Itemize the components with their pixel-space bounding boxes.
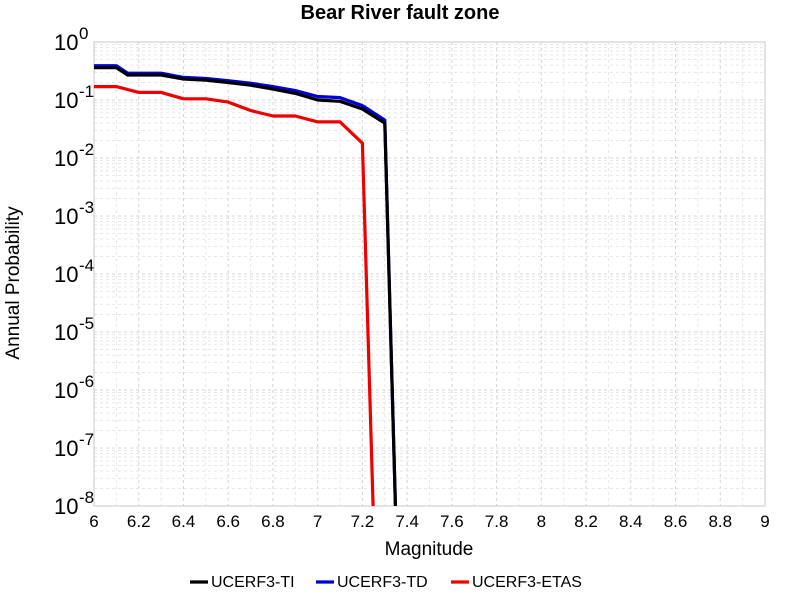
y-tick-label: 10 -7 — [54, 430, 94, 461]
y-tick-base: 10 — [54, 436, 78, 461]
legend-item: UCERF3-ETAS — [451, 574, 582, 591]
x-tick-label: 8 — [537, 512, 546, 531]
legend-label: UCERF3-TD — [337, 574, 428, 591]
x-tick-label: 8.6 — [664, 512, 688, 531]
x-tick-label: 7 — [313, 512, 322, 531]
y-tick-base: 10 — [54, 88, 78, 113]
x-tick-label: 7.8 — [485, 512, 509, 531]
y-tick-base: 10 — [54, 320, 78, 345]
x-tick-label: 6.2 — [127, 512, 151, 531]
y-tick-exponent: -1 — [79, 82, 94, 101]
y-tick-label: 10 -6 — [54, 372, 94, 403]
y-tick-label: 10 -1 — [54, 82, 94, 113]
y-tick-exponent: -4 — [79, 256, 94, 275]
y-tick-base: 10 — [54, 262, 78, 287]
x-axis-label: Magnitude — [385, 539, 474, 560]
x-tick-label: 6 — [89, 512, 98, 531]
grid — [93, 42, 766, 507]
y-tick-exponent: 0 — [79, 24, 88, 43]
legend-item: UCERF3-TI — [190, 574, 295, 591]
y-tick-label: 10 -3 — [54, 198, 94, 229]
legend-label: UCERF3-ETAS — [472, 574, 582, 591]
y-tick-exponent: -7 — [79, 430, 94, 449]
legend: UCERF3-TI UCERF3-TD UCERF3-ETAS — [190, 574, 582, 591]
series-line-ucerf3-td — [94, 64, 398, 506]
y-tick-exponent: -3 — [79, 198, 94, 217]
y-tick-label: 10 0 — [54, 24, 88, 55]
series-line-ucerf3-ti — [94, 66, 398, 506]
y-tick-base: 10 — [54, 146, 78, 171]
y-tick-exponent: -2 — [79, 140, 94, 159]
series-line-ucerf3-etas — [94, 84, 375, 506]
y-tick-base: 10 — [54, 378, 78, 403]
y-axis-label: Annual Probability — [3, 206, 24, 360]
x-tick-label: 8.4 — [619, 512, 643, 531]
series-group — [94, 64, 398, 506]
y-tick-label: 10 -5 — [54, 314, 94, 345]
x-tick-label: 6.4 — [172, 512, 196, 531]
y-tick-base: 10 — [54, 204, 78, 229]
chart-title: Bear River fault zone — [301, 2, 500, 24]
legend-item: UCERF3-TD — [316, 574, 428, 591]
y-tick-base: 10 — [54, 494, 78, 519]
y-tick-exponent: -8 — [79, 488, 94, 507]
x-tick-label: 8.2 — [574, 512, 598, 531]
y-tick-base: 10 — [54, 30, 78, 55]
x-tick-label: 7.4 — [395, 512, 419, 531]
y-tick-exponent: -6 — [79, 372, 94, 391]
y-tick-label: 10 -2 — [54, 140, 94, 171]
legend-label: UCERF3-TI — [211, 574, 295, 591]
x-tick-label: 7.2 — [351, 512, 375, 531]
series-layer — [94, 64, 398, 506]
x-tick-label: 6.6 — [216, 512, 240, 531]
y-tick-label: 10 -4 — [54, 256, 94, 287]
x-tick-label: 6.8 — [261, 512, 285, 531]
x-tick-label: 8.8 — [708, 512, 732, 531]
y-tick-label: 10 -8 — [54, 488, 94, 519]
y-tick-exponent: -5 — [79, 314, 94, 333]
x-tick-label: 9 — [760, 512, 769, 531]
plot-area — [93, 41, 766, 507]
x-tick-label: 7.6 — [440, 512, 464, 531]
x-axis-ticks: 6 6.2 6.4 6.6 6.8 7 7.2 7.4 7.6 7.8 8 8.2 8.4 8.6 8.8 9 — [89, 512, 769, 531]
